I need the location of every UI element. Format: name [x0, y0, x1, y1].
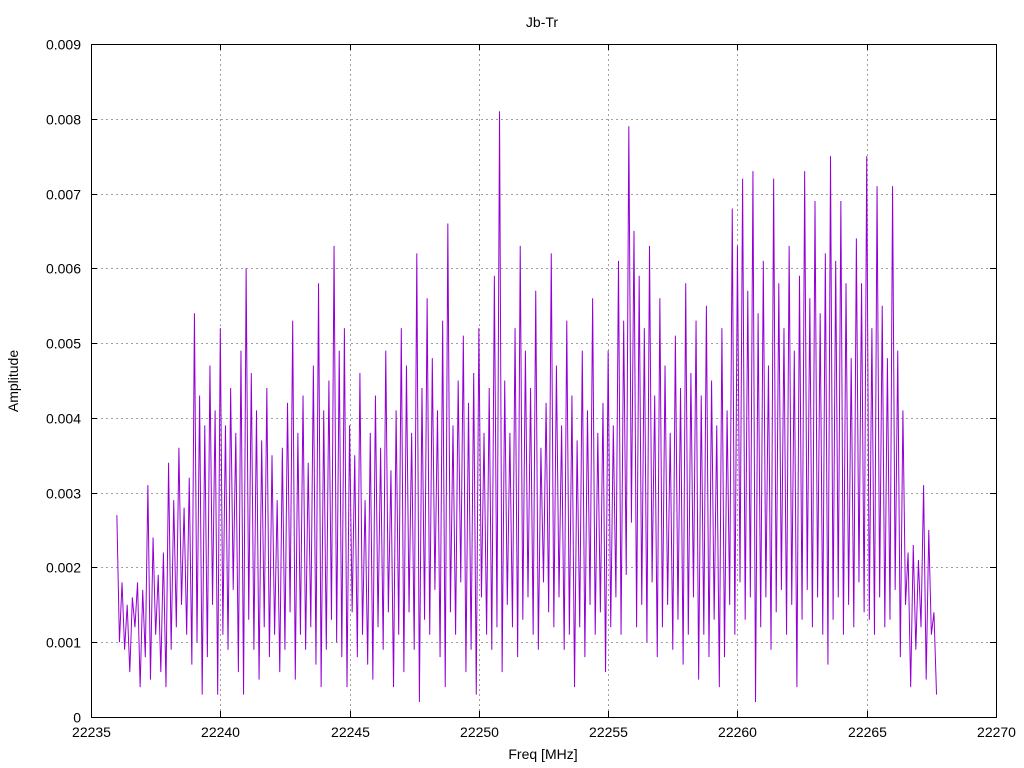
x-tick-label: 22260: [718, 724, 757, 740]
x-tick-label: 22265: [848, 724, 887, 740]
y-tick-label: 0.002: [46, 560, 81, 576]
x-tick-labels: 22235 22240 22245 22250 22255 22260 22265 22270: [72, 724, 1016, 740]
x-tick-label: 22250: [460, 724, 499, 740]
series-layer: [116, 111, 938, 703]
x-tick-label: 22270: [977, 724, 1016, 740]
y-tick-label: 0.006: [46, 261, 81, 277]
y-tick-label: 0: [73, 710, 81, 726]
y-tick-labels: 0 0.001 0.002 0.003 0.004 0.005 0.006 0.007 0.00…: [46, 37, 81, 726]
y-tick-label: 0.009: [46, 37, 81, 53]
chart-title: Jb-Tr: [526, 14, 558, 30]
y-tick-label: 0.004: [46, 411, 81, 427]
x-tick-label: 22235: [72, 724, 111, 740]
plot-frame: [91, 44, 997, 718]
x-tick-label: 22240: [201, 724, 240, 740]
series-line: [116, 111, 938, 703]
y-tick-label: 0.001: [46, 635, 81, 651]
x-axis-title: Freq [MHz]: [508, 746, 577, 762]
y-axis-title: Amplitude: [5, 350, 21, 412]
y-tick-label: 0.007: [46, 187, 81, 203]
y-tick-label: 0.008: [46, 112, 81, 128]
y-tick-label: 0.005: [46, 336, 81, 352]
y-tick-label: 0.003: [46, 486, 81, 502]
ticks: [91, 44, 997, 718]
x-tick-label: 22255: [589, 724, 628, 740]
x-tick-label: 22245: [331, 724, 370, 740]
